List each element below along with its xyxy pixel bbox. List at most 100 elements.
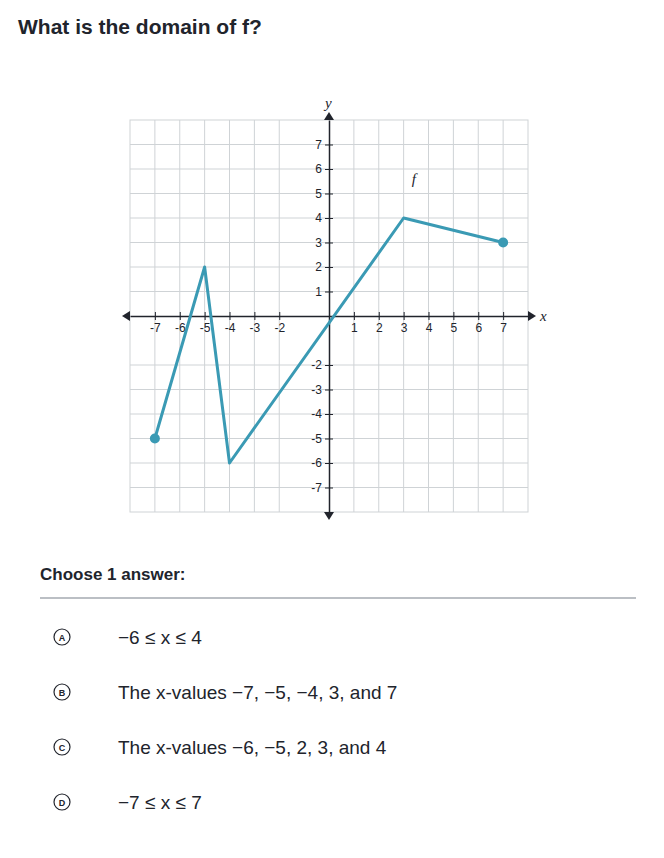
y-tick: 4 <box>315 211 333 225</box>
y-tick-mark <box>325 414 333 415</box>
y-tick: 1 <box>315 285 333 299</box>
x-tick: 4 <box>426 312 433 335</box>
y-tick-mark <box>325 194 333 195</box>
y-tick-mark <box>325 218 333 219</box>
choice-bubble <box>54 739 70 755</box>
x-tick-label: 1 <box>351 321 358 335</box>
x-tick: -3 <box>250 312 261 335</box>
y-tick: -4 <box>311 407 333 421</box>
x-tick-label: -4 <box>225 321 236 335</box>
y-tick-mark <box>325 243 333 244</box>
x-tick: 7 <box>500 312 507 335</box>
y-tick-label: 6 <box>315 162 322 176</box>
y-tick-label: -6 <box>311 456 322 470</box>
function-line <box>155 218 503 463</box>
y-tick: -3 <box>311 383 333 397</box>
y-tick: 2 <box>315 260 333 274</box>
y-tick-mark <box>325 488 333 489</box>
x-tick-mark <box>155 312 156 320</box>
x-tick-label: -7 <box>150 321 161 335</box>
x-tick-label: 7 <box>500 321 507 335</box>
y-tick: -6 <box>311 456 333 470</box>
y-tick-mark <box>325 145 333 146</box>
y-tick-label: 1 <box>315 285 322 299</box>
choice[interactable]: A−6 ≤ x ≤ 4 <box>54 627 202 648</box>
x-axis-title: x <box>539 308 547 324</box>
choice[interactable]: C The x-values −6, −5, 2, 3, and 4 <box>54 737 387 758</box>
x-tick-mark <box>254 312 255 320</box>
separator <box>40 597 636 599</box>
y-tick-label: 4 <box>315 211 322 225</box>
x-tick-mark <box>478 312 479 320</box>
x-tick-label: 2 <box>376 321 383 335</box>
x-tick-mark <box>205 312 206 320</box>
plot-frame <box>130 120 528 512</box>
series-label: f <box>412 171 418 187</box>
x-tick: 1 <box>351 312 358 335</box>
x-tick-label: -2 <box>274 321 285 335</box>
page: What is the domain of f? -7 -6 -5 -4 -3 -2 1 2 3 4… <box>0 0 664 858</box>
y-tick-mark <box>325 365 333 366</box>
y-tick-mark <box>325 267 333 268</box>
choice-text: The x-values −6, −5, 2, 3, and 4 <box>118 737 387 758</box>
endpoint-dot <box>498 238 508 248</box>
x-tick-label: 4 <box>426 321 433 335</box>
x-tick: -6 <box>175 312 186 335</box>
y-axis: -7-6-5-4-3-21234567 <box>311 121 333 513</box>
grid <box>130 120 528 512</box>
y-tick: -7 <box>311 481 333 495</box>
y-tick-mark <box>325 439 333 440</box>
x-tick: -5 <box>200 312 211 335</box>
choice-text: −6 ≤ x ≤ 4 <box>118 627 202 648</box>
y-tick: 7 <box>315 138 333 152</box>
y-tick-label: 3 <box>315 236 322 250</box>
x-tick-mark <box>230 312 231 320</box>
x-tick-mark <box>453 312 454 320</box>
y-tick-label: -4 <box>311 407 322 421</box>
x-tick-label: -3 <box>250 321 261 335</box>
y-tick-mark <box>325 463 333 464</box>
axis-arrow <box>324 512 334 520</box>
y-tick-label: 2 <box>315 260 322 274</box>
y-axis-title: y <box>323 95 332 111</box>
x-tick-label: 6 <box>475 321 482 335</box>
y-tick-mark <box>325 169 333 170</box>
axis-arrow <box>324 112 334 120</box>
choice[interactable]: D−7 ≤ x ≤ 7 <box>54 792 202 813</box>
choice-text: The x-values −7, −5, −4, 3, and 7 <box>118 682 397 703</box>
choice-bubble <box>54 794 70 810</box>
x-tick: 5 <box>451 312 458 335</box>
y-tick-mark <box>325 390 333 391</box>
chart: -7-6-5-4-3-21234567-7-6-5-4-3-21234567xy… <box>122 95 547 520</box>
x-tick-mark <box>354 312 355 320</box>
x-tick-mark <box>503 312 504 320</box>
x-tick: -7 <box>150 312 161 335</box>
choice-text: −7 ≤ x ≤ 7 <box>118 792 202 813</box>
x-tick: 3 <box>401 312 408 335</box>
y-tick-mark <box>325 292 333 293</box>
y-tick-label: 7 <box>315 138 322 152</box>
x-tick: -2 <box>274 312 285 335</box>
choice-bubble <box>54 629 70 645</box>
y-tick-label: -7 <box>311 481 322 495</box>
y-tick: 6 <box>315 162 333 176</box>
choice-letter: B <box>59 688 66 698</box>
y-tick-label: -2 <box>311 358 322 372</box>
question: What is the domain of f? <box>18 15 262 38</box>
choice-bubble <box>54 684 70 700</box>
x-tick-mark <box>429 312 430 320</box>
x-tick-mark <box>379 312 380 320</box>
choice[interactable]: B The x-values −7, −5, −4, 3, and 7 <box>54 682 397 703</box>
y-axis-line <box>329 121 331 513</box>
x-tick: -4 <box>225 312 236 335</box>
prompt: Choose 1 answer: <box>40 565 186 584</box>
x-tick-label: 3 <box>401 321 408 335</box>
marks <box>150 218 508 463</box>
choice-letter: C <box>59 743 66 753</box>
axis-arrow <box>528 311 536 321</box>
x-tick: 2 <box>376 312 383 335</box>
y-tick: -5 <box>311 432 333 446</box>
x-tick-mark <box>180 312 181 320</box>
x-tick-mark <box>404 312 405 320</box>
y-tick: 3 <box>315 236 333 250</box>
